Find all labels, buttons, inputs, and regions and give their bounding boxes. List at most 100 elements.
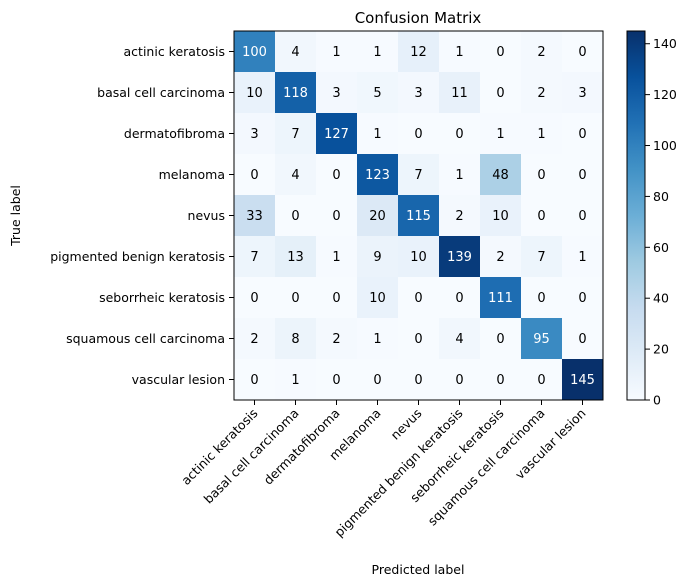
heatmap-cell [398, 154, 440, 196]
cell-value-label: 3 [332, 86, 340, 101]
cell-value-label: 1 [332, 45, 340, 60]
colorbar-ticks: 0 20 40 60 80 100 120 140 [645, 36, 677, 408]
heatmap-cell [480, 318, 522, 360]
cell-value-label: 7 [291, 127, 299, 142]
cell-value-label: 11 [451, 86, 468, 101]
heatmap-cell [562, 72, 604, 114]
heatmap-cell [480, 72, 522, 114]
heatmap-cell [357, 236, 399, 278]
heatmap-cell [275, 72, 317, 114]
cell-value-label: 10 [492, 209, 509, 224]
heatmap-cell [480, 236, 522, 278]
cell-value-label: 1 [578, 250, 586, 265]
heatmap-cell [275, 236, 317, 278]
cell-value-label: 0 [332, 209, 340, 224]
cell-value-label: 12 [410, 45, 427, 60]
cell-value-label: 0 [455, 373, 463, 388]
cell-value-label: 7 [414, 168, 422, 183]
heatmap-cell [562, 318, 604, 360]
cell-value-label: 1 [537, 127, 545, 142]
heatmap-cell [439, 359, 481, 401]
cell-value-label: 0 [250, 373, 258, 388]
cell-value-label: 3 [414, 86, 422, 101]
cell-value-label: 123 [365, 168, 390, 183]
cell-value-label: 1 [291, 373, 299, 388]
cell-value-label: 0 [332, 168, 340, 183]
cell-value-label: 0 [537, 291, 545, 306]
cell-value-label: 0 [414, 332, 422, 347]
heatmap-cell [439, 154, 481, 196]
heatmap-cell [275, 359, 317, 401]
heatmap-cell [316, 154, 358, 196]
cell-value-label: 1 [332, 250, 340, 265]
heatmap-cell [275, 154, 317, 196]
cell-value-label: 0 [332, 291, 340, 306]
cell-value-label: 7 [250, 250, 258, 265]
heatmap-cell [234, 359, 276, 401]
heatmap-cell [398, 359, 440, 401]
x-tick-label: actinic keratosis [178, 406, 260, 488]
heatmap-cell [439, 277, 481, 319]
colorbar-tick-label: 100 [653, 138, 677, 153]
heatmap-cell [398, 113, 440, 155]
y-tick-label: vascular lesion [132, 372, 225, 387]
y-tick-label: pigmented benign keratosis [50, 249, 225, 264]
cell-value-label: 0 [414, 373, 422, 388]
heatmap-cell [275, 318, 317, 360]
heatmap-cell [521, 195, 563, 237]
heatmap-cell [234, 195, 276, 237]
x-tick-label: vascular lesion [512, 406, 589, 483]
heatmap-cell [398, 72, 440, 114]
cell-value-label: 0 [332, 373, 340, 388]
cell-value-label: 0 [250, 168, 258, 183]
cell-value-label: 0 [537, 373, 545, 388]
heatmap-cell [234, 154, 276, 196]
cell-value-label: 5 [373, 86, 381, 101]
heatmap-cell [357, 277, 399, 319]
cell-value-label: 4 [455, 332, 463, 347]
heatmap-cell [480, 195, 522, 237]
cell-value-label: 10 [369, 291, 386, 306]
x-tick-label: dermatofibroma [261, 406, 343, 488]
cell-value-label: 1 [373, 332, 381, 347]
heatmap-cells: 100 4 1 1 12 1 0 2 010 118 3 5 3 11 0 2 33 7 127 1 0 0 1 1 00 4 0 1… [234, 31, 604, 401]
cell-value-label: 0 [578, 168, 586, 183]
heatmap-cell [316, 318, 358, 360]
heatmap-cell [275, 195, 317, 237]
heatmap-cell [234, 318, 276, 360]
cell-value-label: 33 [246, 209, 263, 224]
y-tick-label: dermatofibroma [124, 126, 225, 141]
heatmap-cell [562, 195, 604, 237]
cell-value-label: 8 [291, 332, 299, 347]
cell-value-label: 1 [373, 127, 381, 142]
colorbar-tick-label: 140 [653, 36, 677, 51]
heatmap-cell [234, 31, 276, 73]
heatmap-cell [562, 359, 604, 401]
heatmap-cell [439, 113, 481, 155]
heatmap-cell [521, 359, 563, 401]
cell-value-label: 0 [496, 332, 504, 347]
heatmap-cell [275, 31, 317, 73]
heatmap-cell [316, 359, 358, 401]
cell-value-label: 0 [496, 86, 504, 101]
heatmap-cell [234, 113, 276, 155]
cell-value-label: 95 [533, 332, 550, 347]
cell-value-label: 1 [496, 127, 504, 142]
cell-value-label: 2 [455, 209, 463, 224]
heatmap-cell [398, 236, 440, 278]
heatmap-cell [480, 154, 522, 196]
heatmap-cell [398, 195, 440, 237]
cell-value-label: 2 [537, 45, 545, 60]
heatmap-cell [521, 236, 563, 278]
colorbar-tick-label: 0 [653, 393, 661, 408]
heatmap-cell [357, 72, 399, 114]
cell-value-label: 48 [492, 168, 509, 183]
cell-value-label: 127 [324, 127, 349, 142]
heatmap-cell [398, 318, 440, 360]
colorbar-tick-label: 80 [653, 189, 669, 204]
heatmap-cell [316, 113, 358, 155]
cell-value-label: 0 [578, 45, 586, 60]
y-tick-label: nevus [188, 208, 225, 223]
heatmap-cell [357, 31, 399, 73]
cell-value-label: 1 [455, 168, 463, 183]
